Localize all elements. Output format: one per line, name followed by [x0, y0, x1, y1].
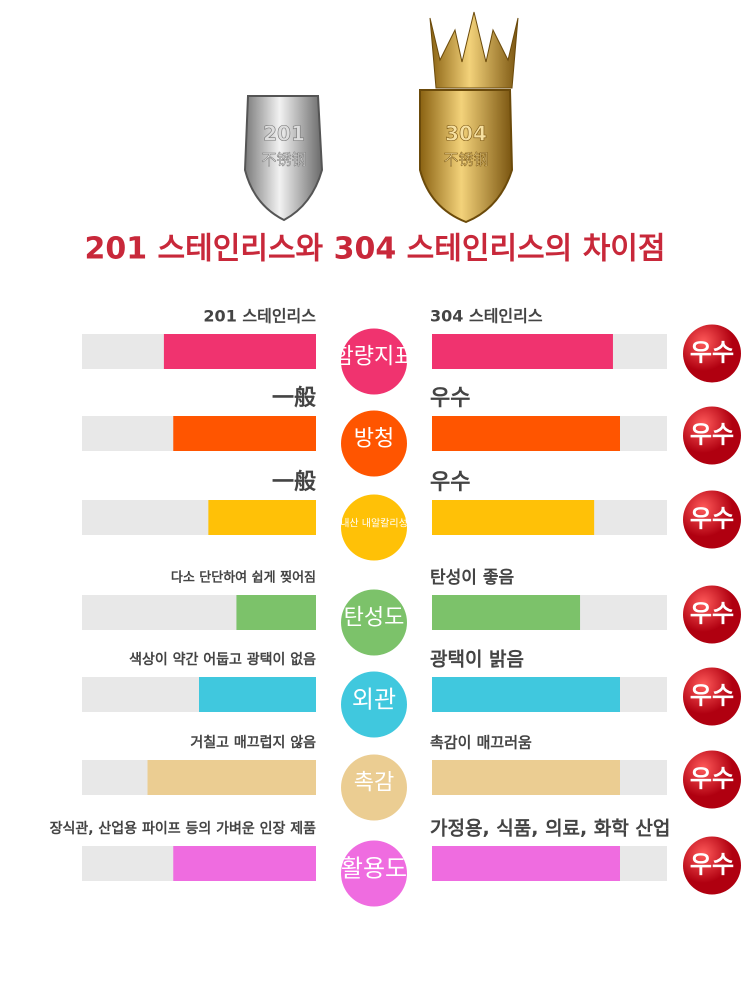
badge-text: 우수: [690, 339, 734, 367]
left-bar: [147, 760, 316, 795]
category-label: 함량지표: [334, 345, 415, 370]
category-label: 촉감: [354, 771, 394, 796]
shield-text: 不锈钢: [443, 151, 488, 169]
right-text: 촉감이 매끄러움: [430, 734, 532, 752]
category-circle: [341, 589, 407, 656]
right-text: 304 스테인리스: [430, 307, 543, 326]
left-bar: [199, 677, 316, 712]
badge: [683, 585, 741, 644]
badge-text: 우수: [690, 600, 734, 628]
badge-text: 우수: [690, 421, 734, 449]
left-bar: [208, 500, 316, 535]
badge-text: 우수: [690, 505, 734, 533]
right-text: 광택이 밝음: [430, 649, 524, 671]
badge: [683, 836, 741, 895]
left-text: 거칠고 매끄럽지 않음: [190, 734, 316, 751]
category-label: 활용도: [341, 855, 407, 883]
badge: [683, 750, 741, 809]
badge: [683, 324, 741, 383]
category-label: 방청: [354, 427, 394, 452]
silver-shield: 201 不锈钢: [243, 95, 324, 222]
category-label: 외관: [352, 686, 396, 714]
left-text: 一般: [272, 385, 316, 411]
badge: [683, 490, 741, 549]
badge: [683, 406, 741, 465]
left-text: 장식관, 산업용 파이프 등의 가벼운 인장 제품: [50, 820, 317, 837]
category-circle: [341, 671, 407, 738]
category-circle: [341, 410, 407, 477]
left-text: 색상이 약간 어둡고 광택이 없음: [129, 651, 316, 668]
left-bar: [173, 846, 316, 881]
badge-text: 우수: [690, 765, 734, 793]
right-bar: [432, 760, 620, 795]
gold-shield: 304 不锈钢: [419, 11, 519, 224]
right-bar: [432, 846, 620, 881]
left-text: 다소 단단하여 쉽게 찢어짐: [171, 570, 316, 586]
right-bar: [432, 500, 595, 535]
badge-text: 우수: [690, 851, 734, 879]
badge-text: 우수: [690, 682, 734, 710]
category-label: 탄성도: [344, 606, 405, 631]
right-text: 가정용, 식품, 의료, 화학 산업: [430, 818, 670, 840]
category-circle: [341, 328, 407, 395]
category-circle: [341, 754, 407, 821]
category-circle: [341, 840, 407, 907]
shield-number: 201: [263, 122, 305, 146]
badge: [683, 667, 741, 726]
left-text: 201 스테인리스: [203, 307, 316, 326]
title: 201 스테인리스와 304 스테인리스의 차이점: [84, 232, 665, 267]
right-bar: [432, 677, 620, 712]
left-bar: [173, 416, 316, 451]
left-text: 一般: [272, 469, 316, 495]
right-bar: [432, 595, 581, 630]
right-text: 우수: [430, 386, 470, 411]
shield-number: 304: [445, 122, 487, 146]
shield-text: 不锈钢: [261, 151, 306, 169]
category-circle: [341, 494, 407, 561]
right-bar: [432, 416, 620, 451]
left-bar: [163, 334, 316, 369]
category-label: 내산 내알칼리성: [340, 517, 408, 530]
right-text: 탄성이 좋음: [430, 568, 514, 588]
left-bar: [236, 595, 316, 630]
right-text: 우수: [430, 470, 470, 495]
right-bar: [432, 334, 613, 369]
